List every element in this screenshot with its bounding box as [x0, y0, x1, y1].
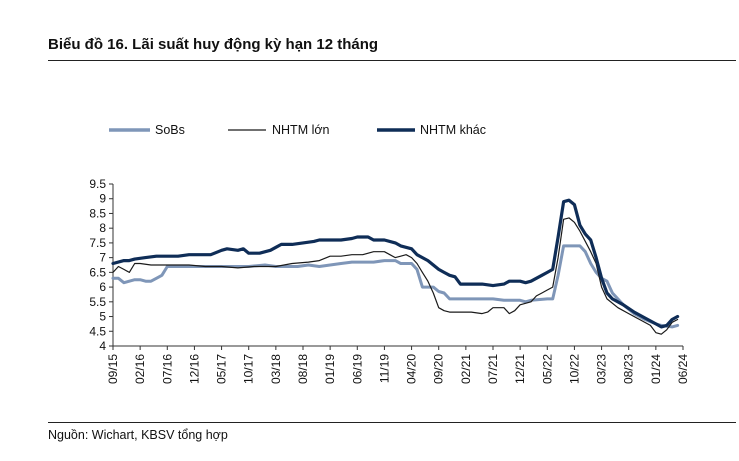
y-tick-label: 8.5 [89, 206, 106, 220]
legend-label-nhtm-khac: NHTM khác [420, 123, 486, 137]
x-tick-label: 11/19 [377, 354, 391, 383]
x-tick-label: 03/18 [269, 354, 283, 384]
top-divider [48, 60, 736, 61]
chart-title: Biểu đồ 16. Lãi suất huy động kỳ hạn 12 … [48, 36, 379, 53]
x-tick-label: 12/21 [513, 354, 527, 384]
x-tick-label: 02/21 [459, 354, 473, 384]
x-tick-label: 03/23 [595, 354, 609, 384]
legend-label-sobs: SoBs [155, 123, 185, 137]
series-line-sobs [111, 244, 680, 329]
x-tick-label: 05/22 [540, 354, 554, 384]
x-tick-label: 05/17 [215, 354, 229, 384]
bottom-divider [48, 422, 736, 423]
source-note: Nguồn: Wichart, KBSV tổng hợp [48, 428, 228, 442]
plot-area [111, 198, 680, 335]
y-tick-label: 4.5 [89, 324, 106, 338]
legend: SoBs NHTM lớn NHTM khác [109, 123, 486, 137]
y-tick-label: 9.5 [89, 177, 106, 191]
x-tick-label: 06/24 [676, 354, 690, 384]
x-tick-label: 09/20 [432, 354, 446, 384]
x-tick-label: 06/19 [350, 354, 364, 384]
y-tick-label: 5.5 [89, 295, 106, 309]
y-tick-label: 6 [99, 280, 106, 294]
x-tick-label: 07/21 [486, 354, 500, 384]
legend-label-nhtm-lon: NHTM lớn [272, 123, 330, 137]
series-line-nhtm-khac [111, 198, 680, 329]
y-tick-label: 7 [99, 251, 106, 265]
x-tick-label: 09/15 [106, 354, 120, 384]
x-tick-label: 08/18 [296, 354, 310, 384]
y-tick-label: 6.5 [89, 265, 106, 279]
y-tick-label: 9 [99, 192, 106, 206]
y-tick-label: 4 [99, 339, 106, 353]
x-tick-label: 02/16 [133, 354, 147, 384]
x-tick-label: 10/17 [242, 354, 256, 384]
x-tick-label: 04/20 [405, 354, 419, 384]
x-tick-label: 01/19 [323, 354, 337, 384]
x-tick-label: 07/16 [160, 354, 174, 384]
y-tick-label: 7.5 [89, 236, 106, 250]
x-tick-label: 10/22 [567, 354, 581, 384]
y-tick-label: 5 [99, 310, 106, 324]
x-tick-label: 12/16 [187, 354, 201, 384]
y-tick-label: 8 [99, 221, 106, 235]
series-line-nhtm-lon [112, 217, 679, 335]
x-tick-label: 01/24 [649, 354, 663, 384]
x-tick-label: 08/23 [622, 354, 636, 384]
